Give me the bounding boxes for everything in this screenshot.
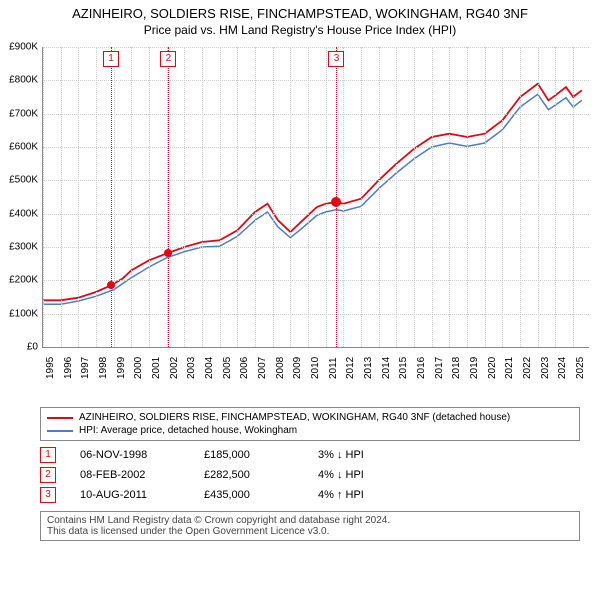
y-axis-label: £900K: [2, 42, 38, 53]
event-price: £435,000: [204, 489, 294, 501]
plot-region: 1 2 3: [42, 47, 589, 348]
legend-swatch: [47, 430, 73, 432]
x-axis-label: 1999: [116, 357, 127, 379]
event-price: £282,500: [204, 469, 294, 481]
x-axis-label: 2000: [133, 357, 144, 379]
x-axis-label: 2018: [451, 357, 462, 379]
y-axis-label: £300K: [2, 242, 38, 253]
x-axis-label: 2019: [469, 357, 480, 379]
event-delta: 4% ↓ HPI: [318, 469, 364, 481]
x-axis-label: 2009: [292, 357, 303, 379]
event-date: 10-AUG-2011: [80, 489, 180, 501]
x-axis-label: 2025: [575, 357, 586, 379]
legend-item: HPI: Average price, detached house, Woki…: [47, 424, 573, 437]
event-number-box: 2: [40, 467, 56, 483]
y-axis-label: £200K: [2, 275, 38, 286]
sale-marker: [164, 249, 172, 257]
sale-marker: [331, 197, 341, 207]
event-number-box: 3: [40, 487, 56, 503]
event-price: £185,000: [204, 449, 294, 461]
line-series-svg: [43, 47, 589, 347]
x-axis-label: 1996: [63, 357, 74, 379]
y-axis-label: £600K: [2, 142, 38, 153]
event-row: 1 06-NOV-1998 £185,000 3% ↓ HPI: [40, 445, 580, 465]
x-axis-label: 2012: [345, 357, 356, 379]
legend-label: HPI: Average price, detached house, Woki…: [79, 425, 297, 436]
chart-subtitle: Price paid vs. HM Land Registry's House …: [0, 21, 600, 41]
event-marker-box: 1: [103, 51, 119, 67]
event-date: 08-FEB-2002: [80, 469, 180, 481]
event-marker-box: 2: [160, 51, 176, 67]
x-axis-label: 2004: [204, 357, 215, 379]
x-axis-label: 2001: [151, 357, 162, 379]
x-axis-label: 2013: [363, 357, 374, 379]
x-axis-label: 2002: [169, 357, 180, 379]
x-axis-label: 2006: [239, 357, 250, 379]
x-axis-label: 2017: [434, 357, 445, 379]
x-axis-label: 2010: [310, 357, 321, 379]
y-axis-label: £0: [2, 342, 38, 353]
sale-marker: [107, 281, 115, 289]
x-axis-label: 2015: [398, 357, 409, 379]
series-line-hpi: [43, 94, 582, 304]
event-delta: 4% ↑ HPI: [318, 489, 364, 501]
event-marker-box: 3: [328, 51, 344, 67]
chart-container: AZINHEIRO, SOLDIERS RISE, FINCHAMPSTEAD,…: [0, 0, 600, 541]
event-date: 06-NOV-1998: [80, 449, 180, 461]
x-axis-label: 2021: [504, 357, 515, 379]
footer: Contains HM Land Registry data © Crown c…: [40, 511, 580, 541]
x-axis-label: 2014: [381, 357, 392, 379]
x-axis-label: 1997: [80, 357, 91, 379]
x-axis-label: 2003: [186, 357, 197, 379]
event-number-box: 1: [40, 447, 56, 463]
x-axis-label: 2022: [522, 357, 533, 379]
event-delta: 3% ↓ HPI: [318, 449, 364, 461]
chart-area: 1 2 3 £0 £100K £200K £300K £400K £500K £600K £700…: [0, 41, 600, 401]
footer-line: This data is licensed under the Open Gov…: [47, 526, 573, 537]
x-axis-label: 2007: [257, 357, 268, 379]
y-axis-label: £100K: [2, 308, 38, 319]
events-table: 1 06-NOV-1998 £185,000 3% ↓ HPI 2 08-FEB…: [40, 445, 580, 505]
x-axis-label: 2008: [275, 357, 286, 379]
x-axis-label: 2005: [222, 357, 233, 379]
x-axis-label: 2024: [557, 357, 568, 379]
x-axis-label: 1995: [45, 357, 56, 379]
legend-item: AZINHEIRO, SOLDIERS RISE, FINCHAMPSTEAD,…: [47, 411, 573, 424]
event-row: 3 10-AUG-2011 £435,000 4% ↑ HPI: [40, 485, 580, 505]
y-axis-label: £500K: [2, 175, 38, 186]
event-row: 2 08-FEB-2002 £282,500 4% ↓ HPI: [40, 465, 580, 485]
x-axis-label: 2020: [487, 357, 498, 379]
legend-swatch: [47, 417, 73, 419]
y-axis-label: £400K: [2, 208, 38, 219]
footer-line: Contains HM Land Registry data © Crown c…: [47, 515, 573, 526]
x-axis-label: 2016: [416, 357, 427, 379]
x-axis-label: 2023: [540, 357, 551, 379]
y-axis-label: £800K: [2, 75, 38, 86]
x-axis-label: 1998: [98, 357, 109, 379]
y-axis-label: £700K: [2, 108, 38, 119]
legend: AZINHEIRO, SOLDIERS RISE, FINCHAMPSTEAD,…: [40, 407, 580, 441]
chart-title: AZINHEIRO, SOLDIERS RISE, FINCHAMPSTEAD,…: [0, 0, 600, 21]
series-line-property: [43, 84, 582, 301]
x-axis-label: 2011: [328, 357, 339, 379]
legend-label: AZINHEIRO, SOLDIERS RISE, FINCHAMPSTEAD,…: [79, 412, 510, 423]
